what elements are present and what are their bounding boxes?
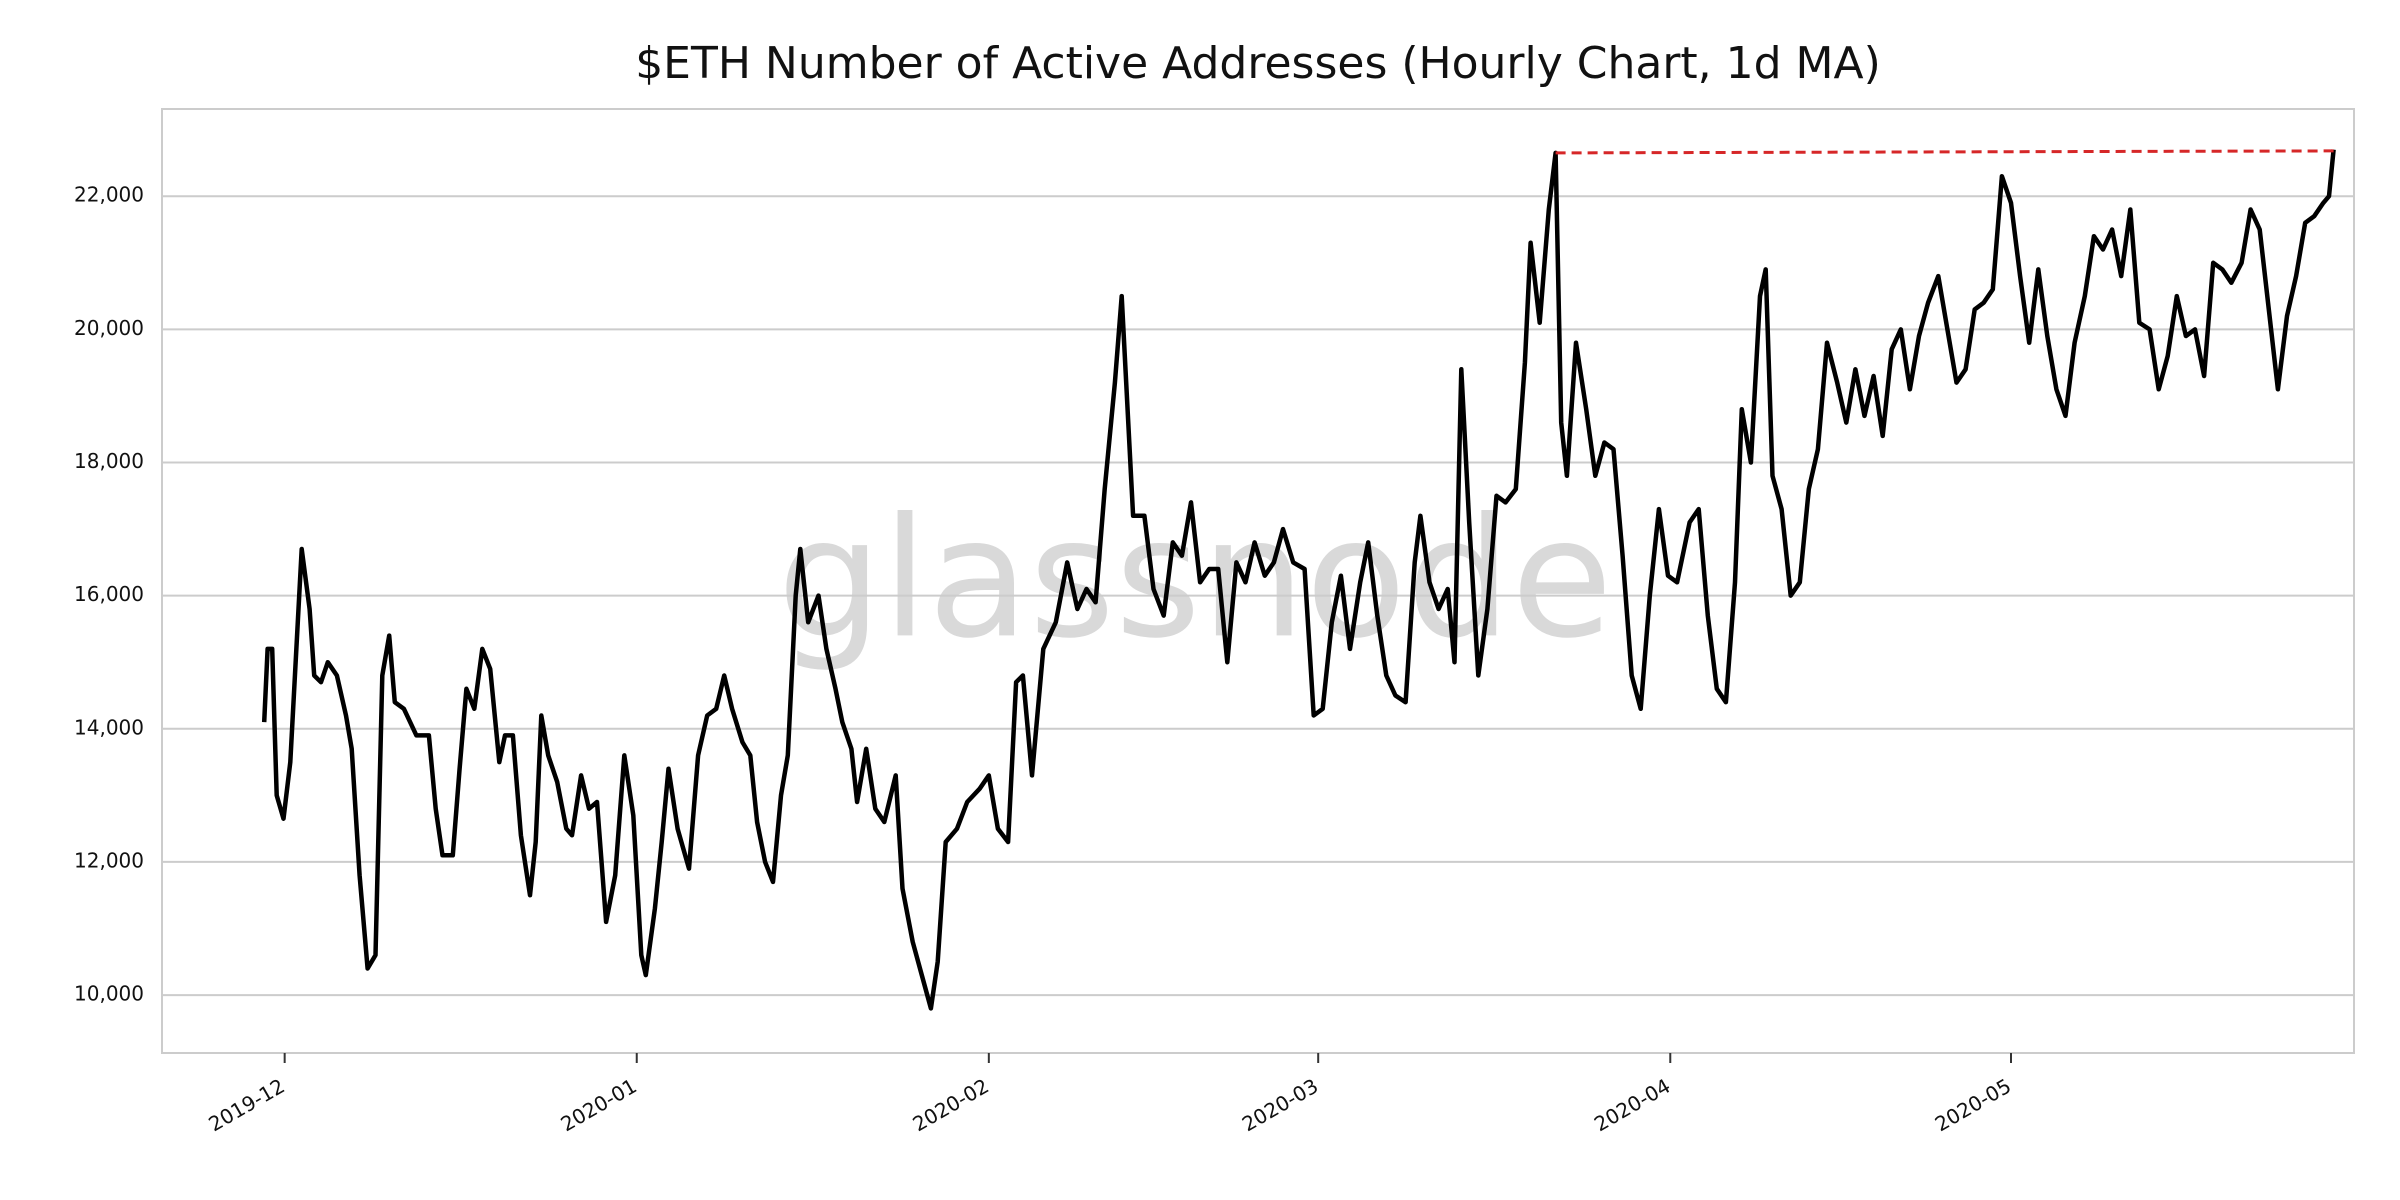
reference-line — [1555, 149, 2334, 155]
y-tick-label: 10,000 — [74, 982, 144, 1006]
chart-title: $ETH Number of Active Addresses (Hourly … — [635, 38, 1881, 89]
data-line — [261, 149, 2336, 1011]
y-tick-label: 16,000 — [74, 582, 144, 606]
y-tick-label: 20,000 — [74, 316, 144, 340]
watermark: glassnode — [777, 482, 1612, 674]
plot-frame — [161, 108, 2355, 1054]
y-tick-label: 14,000 — [74, 715, 144, 739]
y-tick-label: 18,000 — [74, 449, 144, 473]
y-tick-label: 12,000 — [74, 848, 144, 872]
y-tick-label: 22,000 — [74, 183, 144, 207]
